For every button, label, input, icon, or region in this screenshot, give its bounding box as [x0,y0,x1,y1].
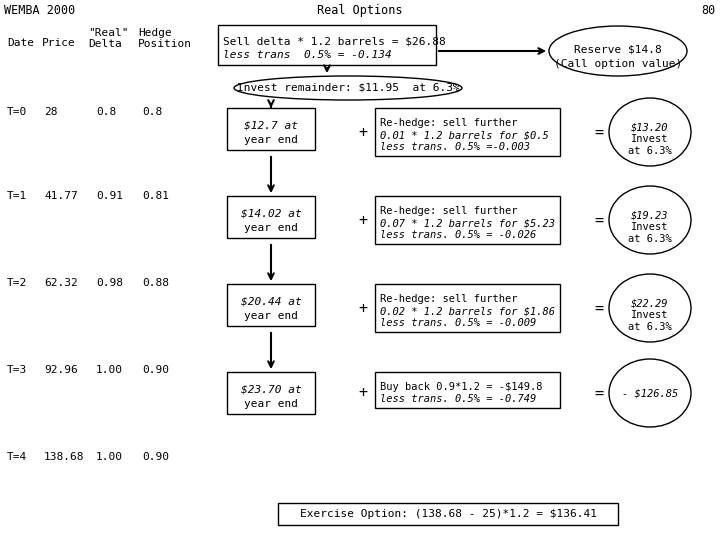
Text: T=2: T=2 [7,278,27,288]
Text: 1.00: 1.00 [96,365,123,375]
Ellipse shape [609,186,691,254]
FancyBboxPatch shape [278,503,618,525]
Text: 0.8: 0.8 [142,107,162,117]
Text: at 6.3%: at 6.3% [628,234,672,244]
Text: +: + [359,125,368,139]
Ellipse shape [609,359,691,427]
Ellipse shape [609,98,691,166]
Text: Re-hedge: sell further: Re-hedge: sell further [380,294,518,304]
Ellipse shape [549,26,687,76]
Text: (Call option value): (Call option value) [554,59,682,69]
Text: Invest remainder: $11.95  at 6.3%: Invest remainder: $11.95 at 6.3% [237,83,459,93]
Text: Re-hedge: sell further: Re-hedge: sell further [380,118,518,128]
Text: 41.77: 41.77 [44,191,78,201]
Ellipse shape [609,274,691,342]
Text: $23.70 at: $23.70 at [240,385,302,395]
Text: +: + [359,300,368,315]
Text: - $126.85: - $126.85 [622,388,678,398]
Text: Invest: Invest [631,222,669,232]
Text: 80: 80 [702,4,716,17]
Text: =: = [595,125,603,139]
Text: 0.01 * 1.2 barrels for $0.5: 0.01 * 1.2 barrels for $0.5 [380,130,549,140]
Text: T=0: T=0 [7,107,27,117]
Text: 0.8: 0.8 [96,107,116,117]
FancyBboxPatch shape [375,196,560,244]
Text: less trans. 0.5% =-0.003: less trans. 0.5% =-0.003 [380,142,530,152]
Text: Reserve $14.8: Reserve $14.8 [574,44,662,54]
Text: 0.88: 0.88 [142,278,169,288]
Text: year end: year end [244,223,298,233]
FancyBboxPatch shape [227,372,315,414]
FancyBboxPatch shape [218,25,436,65]
Text: less trans. 0.5% = -0.009: less trans. 0.5% = -0.009 [380,318,536,328]
FancyBboxPatch shape [227,284,315,326]
Text: $13.20: $13.20 [631,122,669,132]
Text: $19.23: $19.23 [631,210,669,220]
Text: Invest: Invest [631,310,669,320]
Text: T=3: T=3 [7,365,27,375]
Text: $12.7 at: $12.7 at [244,121,298,131]
Text: Position: Position [138,39,192,49]
Text: "Real": "Real" [88,28,128,38]
Text: $20.44 at: $20.44 at [240,297,302,307]
Text: 92.96: 92.96 [44,365,78,375]
Text: at 6.3%: at 6.3% [628,146,672,156]
Text: 0.81: 0.81 [142,191,169,201]
Text: less trans. 0.5% = -0.026: less trans. 0.5% = -0.026 [380,230,536,240]
Text: Re-hedge: sell further: Re-hedge: sell further [380,206,518,216]
Text: =: = [595,300,603,315]
Text: Hedge: Hedge [138,28,172,38]
Text: 0.90: 0.90 [142,452,169,462]
FancyBboxPatch shape [375,372,560,408]
Text: Delta: Delta [88,39,122,49]
Text: 0.91: 0.91 [96,191,123,201]
Text: Price: Price [42,38,76,48]
FancyBboxPatch shape [227,196,315,238]
FancyBboxPatch shape [375,108,560,156]
Text: +: + [359,213,368,227]
Text: 0.90: 0.90 [142,365,169,375]
Text: less trans. 0.5% = -0.749: less trans. 0.5% = -0.749 [380,394,536,404]
Ellipse shape [234,76,462,100]
FancyBboxPatch shape [375,284,560,332]
Text: Buy back 0.9*1.2 = -$149.8: Buy back 0.9*1.2 = -$149.8 [380,382,542,392]
Text: less trans  0.5% = -0.134: less trans 0.5% = -0.134 [223,50,392,60]
Text: T=1: T=1 [7,191,27,201]
Text: Real Options: Real Options [318,4,402,17]
Text: 138.68: 138.68 [44,452,84,462]
Text: =: = [595,386,603,401]
Text: at 6.3%: at 6.3% [628,322,672,332]
Text: $22.29: $22.29 [631,298,669,308]
Text: year end: year end [244,311,298,321]
Text: WEMBA 2000: WEMBA 2000 [4,4,76,17]
Text: T=4: T=4 [7,452,27,462]
Text: 1.00: 1.00 [96,452,123,462]
Text: year end: year end [244,399,298,409]
Text: 0.02 * 1.2 barrels for $1.86: 0.02 * 1.2 barrels for $1.86 [380,306,555,316]
Text: Invest: Invest [631,134,669,144]
Text: +: + [359,386,368,401]
Text: Date: Date [7,38,34,48]
Text: 0.98: 0.98 [96,278,123,288]
Text: 62.32: 62.32 [44,278,78,288]
Text: $14.02 at: $14.02 at [240,209,302,219]
Text: year end: year end [244,135,298,145]
Text: 28: 28 [44,107,58,117]
Text: Exercise Option: (138.68 - 25)*1.2 = $136.41: Exercise Option: (138.68 - 25)*1.2 = $13… [300,509,596,519]
Text: Sell delta * 1.2 barrels = $26.88: Sell delta * 1.2 barrels = $26.88 [223,36,446,46]
FancyBboxPatch shape [227,108,315,150]
Text: 0.07 * 1.2 barrels for $5.23: 0.07 * 1.2 barrels for $5.23 [380,218,555,228]
Text: =: = [595,213,603,227]
